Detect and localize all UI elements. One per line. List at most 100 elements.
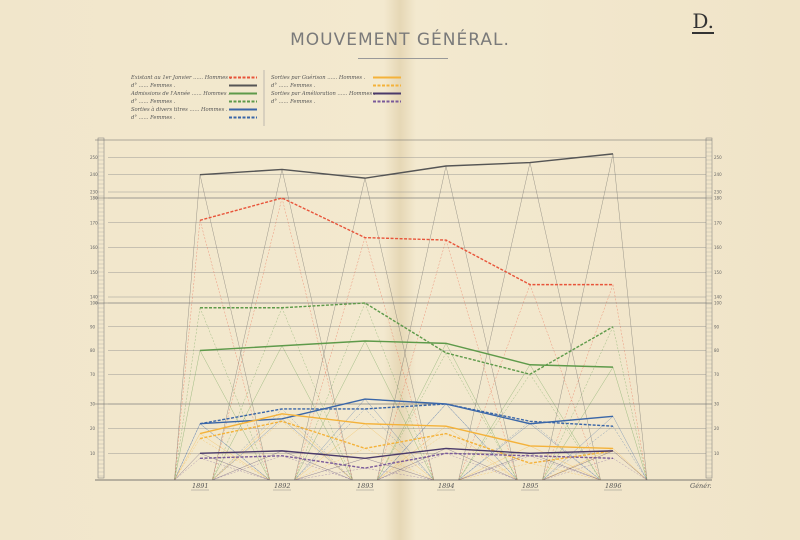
fan-line [364,467,434,481]
fan-line [458,162,531,481]
y-tick-label-right: 170 [714,220,722,225]
fan-line [212,455,283,481]
fan-line [542,153,614,481]
y-tick-label-right: 90 [714,324,720,329]
fan-line [364,423,434,481]
fan-line [529,455,601,481]
y-tick-label-left: 230 [90,190,98,195]
fan-line [281,307,353,481]
fan-line [458,455,531,481]
y-tick-label-right: 70 [714,372,720,377]
title-underline [358,58,448,59]
fan-line [542,426,614,481]
fan-line [294,237,366,481]
fan-line [174,423,201,481]
fan-line [199,433,270,481]
fan-line [612,284,648,481]
fan-line [294,458,366,481]
y-tick-label-left: 250 [90,155,98,160]
fan-line [529,463,601,481]
fan-line [199,174,270,481]
y-tick-label-right: 100 [714,301,722,306]
fan-line [458,364,531,481]
fan-line [212,418,283,481]
fan-line [294,398,366,481]
fan-line [174,307,201,481]
y-tick-label-right: 10 [714,451,720,456]
y-tick-label-right: 140 [714,295,722,300]
fan-line [458,463,531,481]
fan-line [281,169,353,481]
y-tick-label-right: 160 [714,245,722,250]
fan-line [174,220,201,481]
fan-line [174,438,201,481]
fan-line [212,421,283,481]
fan-line [542,367,614,481]
fan-line [294,467,366,481]
fan-line [364,408,434,481]
y-tick-label-left: 160 [90,245,98,250]
legend-label: Sorties par Guérison ...... Hommes . [271,74,366,81]
fan-line [174,433,201,481]
fan-line [212,307,283,481]
fan-line [281,455,353,481]
fan-line [612,416,648,481]
fan-line [174,453,201,481]
fan-line [212,413,283,481]
fan-line [445,448,518,481]
fan-line [199,307,270,481]
fan-line [612,450,648,481]
series-line [199,413,614,450]
fan-line [364,398,435,481]
fan-line [376,165,447,481]
legend-label: Sorties à divers titres ...... Hommes . [131,106,228,113]
fan-line [174,174,201,481]
y-tick-label-right: 240 [714,172,722,177]
fan-line [542,326,614,481]
fan-line [281,450,353,481]
y-tick-label-left: 140 [90,295,98,300]
fan-line [458,453,531,481]
legend-label: d° ...... Femmes . [131,99,176,105]
series-line [199,447,614,459]
y-tick-label-left: 90 [90,324,96,329]
series-line [199,197,613,286]
legend-label: Sorties par Amélioration ...... Hommes . [271,90,376,97]
fan-line [542,416,614,481]
fan-line [377,403,447,481]
fan-line [212,345,283,481]
x-tick-label: 1896 [605,482,622,490]
fan-line [281,345,353,481]
plate-letter: D. [692,9,714,34]
fan-line [212,450,283,481]
fan-line [281,197,353,481]
y-tick-label-left: 180 [90,196,98,201]
fan-line [445,165,518,481]
y-tick-label-right: 80 [714,348,720,353]
footer-label: Génér. [690,482,712,490]
chart-title: MOUVEMENT GÉNÉRAL. [290,30,510,50]
fan-line [376,343,447,481]
series-line [199,340,614,368]
fan-line [174,350,201,481]
fan-line [294,302,366,481]
y-tick-label-left: 150 [90,270,98,275]
fan-line [364,178,435,481]
y-tick-label-right: 180 [714,196,722,201]
fan-line [294,340,366,481]
fan-line [529,445,601,481]
fan-line [364,458,434,481]
fan-line [542,450,614,481]
legend-label: d° ...... Femmes . [271,99,316,105]
y-tick-label-left: 80 [90,348,96,353]
fan-line [612,426,648,481]
y-tick-label-left: 20 [90,426,96,431]
fan-line [542,448,614,481]
fan-line [529,162,601,481]
fan-line [458,445,531,481]
series-line [199,452,614,469]
y-tick-label-right: 150 [714,270,722,275]
fan-line [445,426,518,481]
fan-line [281,421,353,481]
